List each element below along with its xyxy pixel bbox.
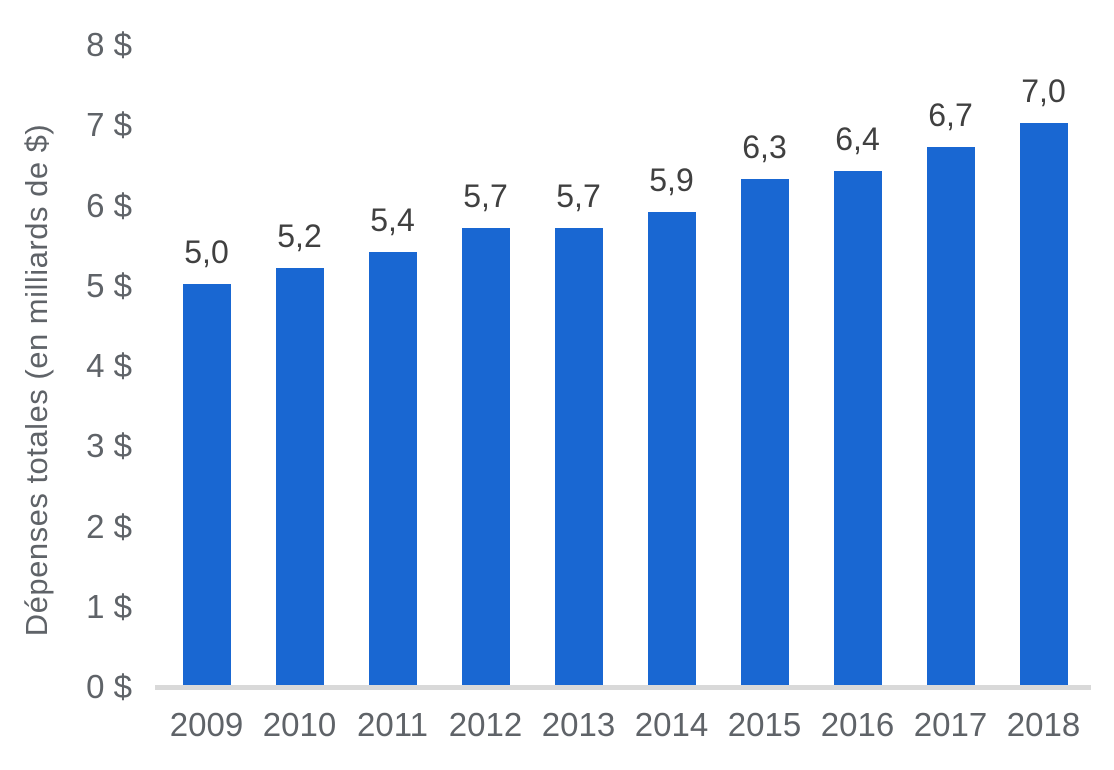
bar-column: 5,2 (253, 0, 346, 685)
y-axis-tick-label: 3 $ (86, 427, 132, 464)
x-axis-tick-label: 2015 (727, 706, 802, 743)
y-axis-tick-label: 0 $ (86, 668, 132, 705)
bar (926, 147, 975, 685)
x-axis-tick-label: 2013 (541, 706, 616, 743)
x-axis-tick-label: 2017 (913, 706, 988, 743)
bar-column: 6,4 (811, 0, 904, 685)
bar-column: 5,0 (160, 0, 253, 685)
bar-column: 6,3 (718, 0, 811, 685)
bar-value-label: 5,4 (370, 202, 415, 238)
y-axis-tick-label: 5 $ (86, 267, 132, 304)
bar (461, 228, 510, 685)
x-axis-line (155, 685, 1091, 690)
bar-column: 6,7 (904, 0, 997, 685)
x-axis-tick-label: 2011 (357, 706, 428, 743)
x-axis-tick-label: 2012 (448, 706, 523, 743)
bar-column: 5,4 (346, 0, 439, 685)
y-axis-tick-label: 2 $ (86, 508, 132, 545)
bar-value-label: 6,3 (742, 129, 787, 165)
bar (1019, 123, 1068, 685)
bar (740, 179, 789, 685)
bar-column: 7,0 (997, 0, 1090, 685)
y-axis-tick-label: 7 $ (86, 106, 132, 143)
bar-value-label: 6,7 (928, 97, 973, 133)
bar-value-label: 5,9 (649, 162, 694, 198)
x-axis-tick-label: 2010 (262, 706, 337, 743)
x-axis-tick-label: 2014 (634, 706, 709, 743)
y-axis-tick-label: 4 $ (86, 347, 132, 384)
bar (275, 268, 324, 685)
bar-value-label: 5,0 (184, 234, 229, 270)
y-axis-tick-label: 8 $ (86, 26, 132, 63)
y-axis-tick-label: 6 $ (86, 187, 132, 224)
y-axis-tick-label: 1 $ (86, 588, 132, 625)
bar-value-label: 7,0 (1021, 73, 1066, 109)
bar-column: 5,7 (439, 0, 532, 685)
bar-column: 5,9 (625, 0, 718, 685)
x-axis-tick-label: 2018 (1006, 706, 1081, 743)
bar-value-label: 5,2 (277, 218, 322, 254)
bar (368, 252, 417, 685)
bar-column: 5,7 (532, 0, 625, 685)
bar (647, 212, 696, 685)
bar (182, 284, 231, 685)
x-axis-tick-label: 2009 (169, 706, 244, 743)
bar-value-label: 5,7 (463, 178, 508, 214)
x-axis-tick-label: 2016 (820, 706, 895, 743)
bar-value-label: 6,4 (835, 121, 880, 157)
bar-value-label: 5,7 (556, 178, 601, 214)
bar (554, 228, 603, 685)
bar (833, 171, 882, 685)
